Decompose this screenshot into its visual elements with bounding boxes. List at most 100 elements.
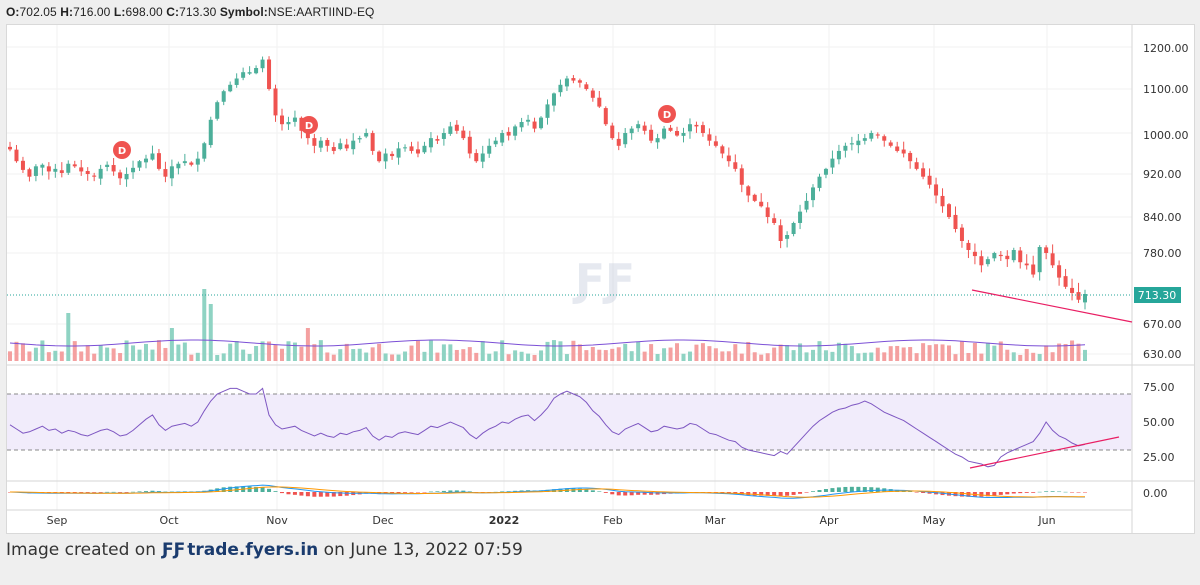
volume-bar bbox=[519, 351, 524, 361]
volume-bar bbox=[687, 351, 692, 361]
volume-bar bbox=[422, 351, 427, 361]
volume-bar bbox=[532, 354, 537, 361]
candle-body bbox=[506, 131, 511, 136]
volume-bar bbox=[273, 344, 278, 361]
volume-bar bbox=[823, 350, 828, 361]
volume-bar bbox=[156, 340, 161, 361]
candle-body bbox=[869, 133, 874, 139]
candle-body bbox=[765, 207, 770, 217]
macd-bar bbox=[979, 492, 984, 497]
candle-body bbox=[759, 201, 764, 207]
volume-bar bbox=[338, 349, 343, 361]
macd-bar bbox=[228, 486, 233, 492]
candle-body bbox=[675, 131, 680, 136]
footer-prefix: Image created on bbox=[6, 540, 156, 560]
candle-body bbox=[305, 130, 310, 139]
macd-bar bbox=[299, 492, 304, 496]
dividend-marker[interactable]: D bbox=[300, 116, 318, 134]
candle-body bbox=[1057, 265, 1062, 278]
volume-bar bbox=[616, 347, 621, 361]
volume-bar bbox=[811, 349, 816, 361]
volume-bar bbox=[539, 350, 544, 361]
svg-text:ƑƑ: ƑƑ bbox=[572, 255, 635, 306]
macd-bar bbox=[506, 491, 511, 492]
volume-bar bbox=[785, 345, 790, 361]
footer-brand-link[interactable]: trade.fyers.in bbox=[187, 540, 319, 560]
volume-bar bbox=[208, 304, 213, 361]
candle-body bbox=[254, 68, 259, 74]
volume-bar bbox=[14, 341, 19, 361]
support-trendline bbox=[971, 289, 1133, 323]
macd-bar bbox=[260, 487, 265, 492]
candle-body bbox=[603, 108, 608, 125]
volume-bar bbox=[836, 342, 841, 361]
rsi-band bbox=[7, 394, 1132, 450]
volume-bar bbox=[131, 345, 136, 361]
candle-body bbox=[454, 124, 459, 131]
dividend-marker[interactable]: D bbox=[113, 141, 131, 159]
macd-bar bbox=[623, 492, 628, 496]
macd-bar bbox=[344, 492, 349, 496]
volume-bar bbox=[642, 351, 647, 361]
candle-body bbox=[195, 158, 200, 165]
volume-bar bbox=[234, 341, 239, 361]
macd-bar bbox=[1083, 492, 1087, 493]
symbol-value: NSE:AARTIIND-EQ bbox=[267, 5, 375, 19]
candle-body bbox=[616, 138, 621, 146]
candle-body bbox=[610, 125, 615, 139]
macd-bar bbox=[435, 491, 440, 492]
time-tick: Mar bbox=[705, 514, 726, 527]
macd-bar bbox=[422, 492, 427, 493]
candle-body bbox=[351, 140, 356, 150]
volume-bar bbox=[584, 350, 589, 361]
volume-bar bbox=[318, 340, 323, 361]
volume-bar bbox=[195, 352, 200, 361]
open-label: O: bbox=[6, 5, 20, 19]
volume-bar bbox=[493, 351, 498, 361]
candle-body bbox=[940, 195, 945, 207]
candle-body bbox=[823, 168, 828, 175]
volume-bar bbox=[305, 328, 310, 361]
volume-bar bbox=[772, 347, 777, 361]
dividend-marker[interactable]: D bbox=[658, 105, 676, 123]
candle-body bbox=[435, 139, 440, 141]
macd-bar bbox=[169, 491, 174, 493]
price-tick: 920.00 bbox=[1143, 168, 1182, 181]
candle-body bbox=[286, 122, 291, 125]
candle-body bbox=[772, 218, 777, 223]
volume-bar bbox=[46, 352, 51, 361]
macd-bar bbox=[441, 490, 446, 492]
candle-body bbox=[966, 242, 971, 250]
volume-bar bbox=[662, 348, 667, 361]
volume-bar bbox=[500, 340, 505, 361]
candle-body bbox=[156, 153, 161, 169]
volume-bar bbox=[979, 353, 984, 361]
svg-text:D: D bbox=[118, 146, 126, 157]
candle-body bbox=[836, 150, 841, 160]
candle-body bbox=[934, 184, 939, 196]
candle-body bbox=[558, 84, 563, 93]
volume-bar bbox=[163, 347, 168, 361]
volume-bar bbox=[461, 349, 466, 361]
candle-body bbox=[215, 102, 220, 119]
candle-body bbox=[551, 93, 556, 106]
rsi-tick: 25.00 bbox=[1143, 451, 1175, 464]
candle-body bbox=[1011, 250, 1016, 261]
macd-bar bbox=[1057, 491, 1062, 493]
candle-body bbox=[228, 84, 233, 92]
candle-body bbox=[998, 254, 1003, 257]
macd-bar bbox=[221, 487, 226, 492]
macd-bar bbox=[1063, 491, 1068, 493]
volume-bar bbox=[759, 354, 764, 361]
volume-bar bbox=[545, 341, 550, 361]
candle-body bbox=[921, 168, 926, 177]
volume-bar bbox=[1031, 352, 1036, 361]
macd-bar bbox=[584, 489, 589, 492]
macd-bar bbox=[953, 492, 958, 497]
macd-bar bbox=[765, 492, 770, 496]
volume-bar bbox=[202, 289, 207, 361]
volume-bar bbox=[558, 341, 563, 361]
chart-frame[interactable]: ƑƑ D D D 12 bbox=[6, 24, 1195, 534]
price-chart[interactable]: ƑƑ D D D 12 bbox=[7, 25, 1194, 533]
fyers-logo-icon: ƑƑ bbox=[161, 540, 186, 560]
